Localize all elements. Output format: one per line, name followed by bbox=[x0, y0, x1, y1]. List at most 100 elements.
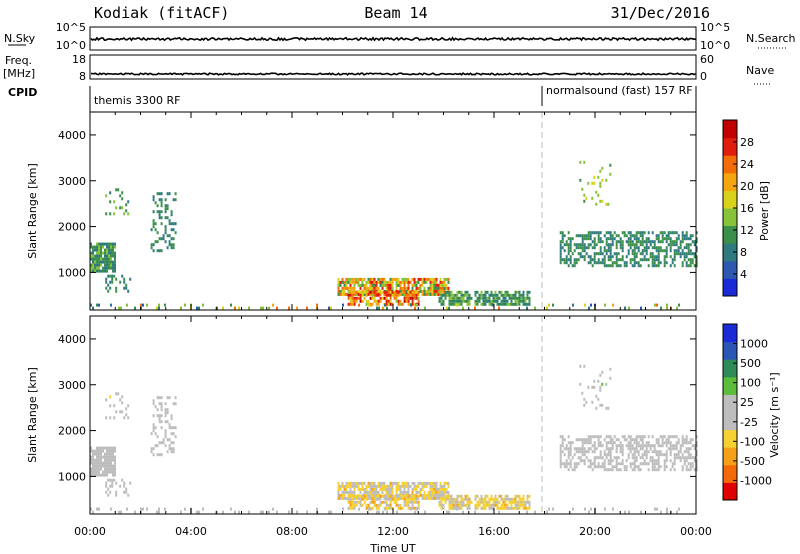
power-cell bbox=[435, 283, 438, 287]
power-cell bbox=[381, 296, 384, 300]
power-cell bbox=[431, 280, 434, 284]
power-cell bbox=[369, 296, 372, 300]
power-cell bbox=[393, 296, 396, 300]
power-cell bbox=[661, 234, 664, 238]
power-cell bbox=[659, 249, 662, 253]
velocity-cell bbox=[90, 458, 92, 462]
velocity-cell bbox=[452, 500, 455, 504]
power-cell bbox=[526, 296, 529, 300]
velocity-cell bbox=[609, 456, 612, 460]
x-tick-label: 20:00 bbox=[579, 525, 611, 538]
power-cell bbox=[172, 243, 175, 247]
power-cell bbox=[609, 163, 612, 167]
power-cell bbox=[437, 292, 440, 296]
velocity-cell bbox=[361, 484, 364, 488]
power-cell bbox=[413, 296, 416, 300]
cpid-strip: CPID themis 3300 RF normalsound (fast) 1… bbox=[8, 84, 697, 112]
velocity-colorbar-frame bbox=[722, 323, 738, 501]
velocity-cell bbox=[339, 484, 342, 488]
velocity-cell bbox=[353, 503, 356, 507]
power-cell bbox=[695, 258, 698, 262]
power-cell bbox=[407, 286, 410, 290]
velocity-cell bbox=[671, 447, 674, 451]
velocity-cell bbox=[623, 435, 626, 439]
power-cell bbox=[438, 290, 441, 294]
power-cell bbox=[345, 286, 348, 290]
velocity-cell bbox=[609, 453, 612, 457]
power-cell bbox=[445, 283, 448, 287]
velocity-cell bbox=[500, 503, 503, 507]
velocity-cell bbox=[113, 478, 116, 482]
velocity-cell bbox=[375, 497, 378, 501]
power-cell bbox=[423, 280, 426, 284]
velocity-cell bbox=[617, 444, 620, 448]
power-cell bbox=[110, 266, 112, 270]
power-cell bbox=[100, 251, 102, 255]
velocity-colorbar-tick-label: -25 bbox=[740, 416, 758, 429]
power-cell bbox=[154, 240, 157, 244]
power-cell bbox=[609, 264, 612, 268]
velocity-cell bbox=[94, 473, 96, 477]
power-cell bbox=[587, 261, 590, 265]
velocity-cell bbox=[474, 503, 477, 507]
power-cell bbox=[385, 290, 388, 294]
velocity-cell bbox=[395, 487, 398, 491]
velocity-cell bbox=[343, 487, 346, 491]
velocity-cell bbox=[106, 449, 108, 453]
velocity-cell bbox=[296, 510, 298, 514]
velocity-cell bbox=[569, 441, 572, 445]
velocity-cell bbox=[379, 496, 382, 500]
velocity-cell bbox=[654, 507, 656, 511]
velocity-cell bbox=[571, 468, 574, 472]
power-cell bbox=[415, 286, 418, 290]
velocity-cell bbox=[567, 462, 570, 466]
velocity-cell bbox=[170, 426, 173, 430]
power-cell bbox=[625, 255, 628, 259]
power-cell bbox=[373, 280, 376, 284]
velocity-cell bbox=[629, 447, 632, 451]
velocity-cell bbox=[375, 506, 378, 510]
velocity-cell bbox=[631, 453, 634, 457]
power-cell bbox=[681, 240, 684, 244]
power-cell bbox=[170, 210, 173, 214]
velocity-cell bbox=[351, 497, 354, 501]
velocity-cell bbox=[581, 438, 584, 442]
power-cell bbox=[569, 237, 572, 241]
power-cell bbox=[98, 260, 100, 264]
velocity-cell bbox=[675, 456, 678, 460]
velocity-cell bbox=[373, 497, 376, 501]
power-cell bbox=[423, 292, 426, 296]
velocity-cell bbox=[413, 506, 416, 510]
power-cell bbox=[693, 240, 696, 244]
velocity-colorbar-swatch bbox=[723, 376, 737, 395]
velocity-cell bbox=[411, 494, 414, 498]
power-cell bbox=[353, 286, 356, 290]
power-cell bbox=[689, 264, 692, 268]
velocity-cell bbox=[410, 507, 412, 511]
velocity-cell bbox=[488, 500, 491, 504]
velocity-cell bbox=[447, 490, 450, 494]
velocity-cell bbox=[166, 396, 169, 400]
power-cell bbox=[685, 234, 688, 238]
power-cell bbox=[427, 289, 430, 293]
velocity-cell bbox=[500, 494, 503, 498]
velocity-cell bbox=[476, 494, 479, 498]
velocity-cell bbox=[637, 444, 640, 448]
velocity-cell bbox=[599, 456, 602, 460]
velocity-cell bbox=[174, 435, 177, 439]
power-cell bbox=[673, 231, 676, 235]
velocity-cell bbox=[516, 500, 519, 504]
power-cell bbox=[160, 216, 163, 220]
velocity-cell bbox=[397, 494, 400, 498]
velocity-ytick-label: 4000 bbox=[58, 333, 86, 346]
velocity-cell bbox=[341, 484, 344, 488]
velocity-cell bbox=[526, 506, 529, 510]
velocity-cell bbox=[508, 506, 511, 510]
power-cell bbox=[150, 228, 153, 232]
velocity-cell bbox=[585, 441, 588, 445]
x-axis-label: Time UT bbox=[369, 542, 415, 554]
power-cell bbox=[417, 299, 420, 303]
velocity-cell bbox=[373, 503, 376, 507]
power-cell bbox=[625, 264, 628, 268]
power-cell bbox=[653, 258, 656, 262]
